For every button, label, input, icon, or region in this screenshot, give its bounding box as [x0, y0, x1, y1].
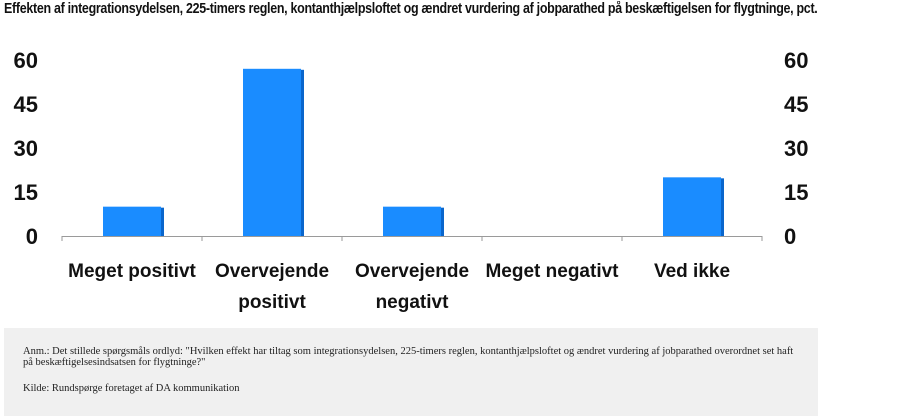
x-category-label: Meget positivt	[68, 261, 196, 282]
x-category-label: positivt	[238, 292, 306, 313]
source-text: Kilde: Rundspørge foretaget af DA kommun…	[23, 383, 240, 394]
axis-layer	[61, 236, 763, 241]
y-tick-label-right: 60	[784, 48, 808, 73]
y-tick-label-left: 0	[26, 224, 38, 249]
bar	[103, 206, 161, 236]
y-tick-label-right: 15	[784, 180, 808, 205]
bar-layer	[103, 68, 724, 236]
bar	[243, 68, 301, 236]
x-category-label: Overvejende	[215, 261, 329, 282]
x-category-label: Ved ikke	[654, 261, 730, 282]
chart-title: Effekten af integrationsydelsen, 225-tim…	[4, 1, 818, 17]
y-tick-label-left: 60	[14, 48, 38, 73]
bar	[383, 206, 441, 236]
y-tick-label-left: 15	[14, 180, 38, 205]
y-tick-label-left: 30	[14, 136, 38, 161]
y-tick-label-left: 45	[14, 92, 38, 117]
note-box: Anm.: Det stillede spørgsmåls ordlyd: "H…	[4, 328, 818, 416]
bar	[663, 177, 721, 236]
x-category-label: Overvejende	[355, 261, 469, 282]
note-text: Anm.: Det stillede spørgsmåls ordlyd: "H…	[23, 346, 794, 368]
x-category-label: Meget negativt	[485, 261, 619, 282]
bar-chart: 0 0 15 15 30 30 45 45 60 60 Meget positivt Overveje…	[14, 48, 809, 313]
x-category-label: negativt	[376, 292, 450, 313]
y-tick-label-right: 30	[784, 136, 808, 161]
y-tick-label-right: 45	[784, 92, 808, 117]
label-layer: 0 0 15 15 30 30 45 45 60 60 Meget positivt Overveje…	[14, 48, 809, 313]
y-tick-label-right: 0	[784, 224, 796, 249]
